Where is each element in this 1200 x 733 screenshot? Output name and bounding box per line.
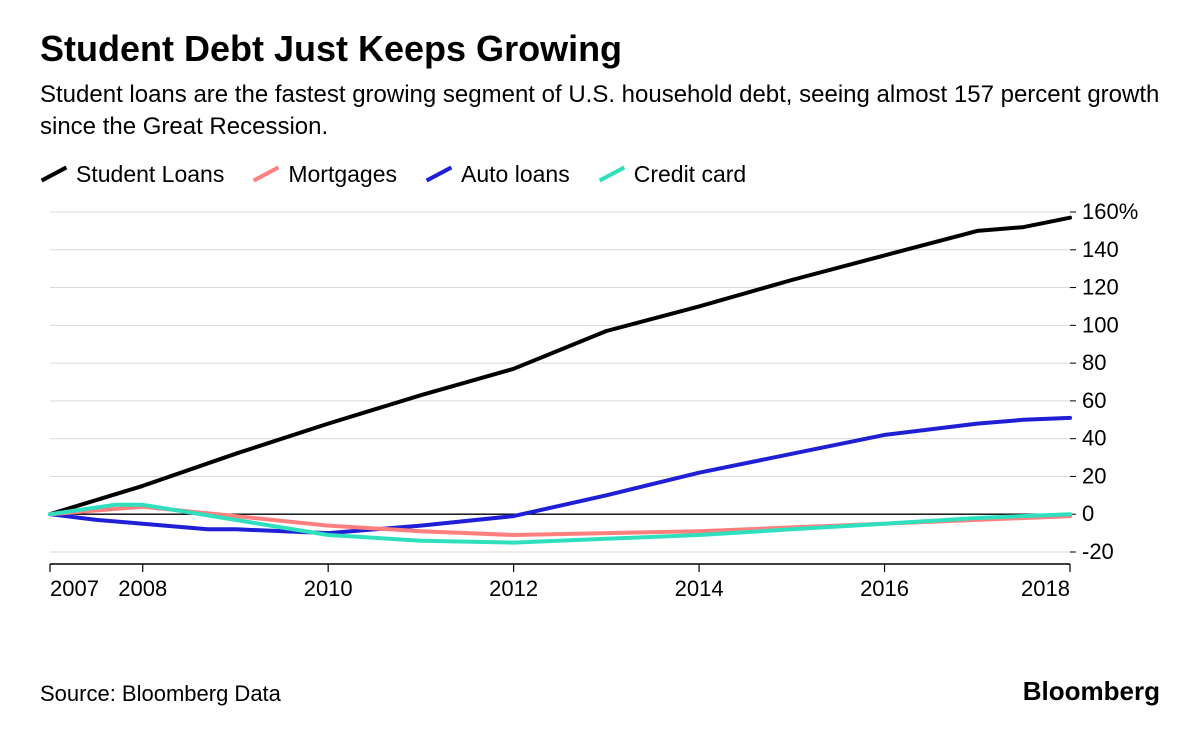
series-line	[50, 505, 1070, 543]
x-tick-label: 2008	[118, 576, 167, 601]
legend-item: Student Loans	[40, 161, 224, 188]
y-tick-label: 20	[1082, 463, 1106, 488]
legend-item: Auto loans	[425, 161, 570, 188]
chart-title: Student Debt Just Keeps Growing	[40, 28, 1160, 69]
x-tick-label: 2018	[1021, 576, 1070, 601]
legend-swatch-icon	[41, 166, 68, 183]
legend: Student Loans Mortgages Auto loans Credit c…	[40, 161, 1160, 188]
legend-item: Credit card	[598, 161, 746, 188]
y-tick-label: -20	[1082, 539, 1114, 564]
y-tick-label: 120	[1082, 274, 1119, 299]
y-tick-label: 140	[1082, 237, 1119, 262]
legend-label: Auto loans	[461, 161, 570, 188]
x-tick-label: 2016	[860, 576, 909, 601]
line-chart: -20 0 20 40 60 80 100 120 140 160% 2007 2008 2010 201…	[40, 202, 1160, 602]
x-tick-label: 2007	[50, 576, 99, 601]
legend-label: Mortgages	[288, 161, 397, 188]
y-tick-label: 100	[1082, 312, 1119, 337]
legend-label: Credit card	[634, 161, 746, 188]
y-tick-label: 160%	[1082, 202, 1138, 224]
chart-subtitle: Student loans are the fastest growing se…	[40, 79, 1160, 142]
series-line	[50, 217, 1070, 514]
chart-svg: -20 0 20 40 60 80 100 120 140 160% 2007 2008 2010 201…	[40, 202, 1160, 602]
legend-swatch-icon	[598, 166, 625, 183]
y-tick-label: 40	[1082, 425, 1106, 450]
x-tick-label: 2012	[489, 576, 538, 601]
source-text: Source: Bloomberg Data	[40, 681, 281, 707]
brand-logo: Bloomberg	[1023, 676, 1160, 707]
legend-swatch-icon	[426, 166, 453, 183]
legend-label: Student Loans	[76, 161, 224, 188]
legend-swatch-icon	[253, 166, 280, 183]
x-tick-label: 2014	[675, 576, 724, 601]
legend-item: Mortgages	[252, 161, 397, 188]
y-tick-label: 80	[1082, 350, 1106, 375]
y-tick-label: 60	[1082, 388, 1106, 413]
y-tick-label: 0	[1082, 501, 1094, 526]
x-tick-label: 2010	[304, 576, 353, 601]
